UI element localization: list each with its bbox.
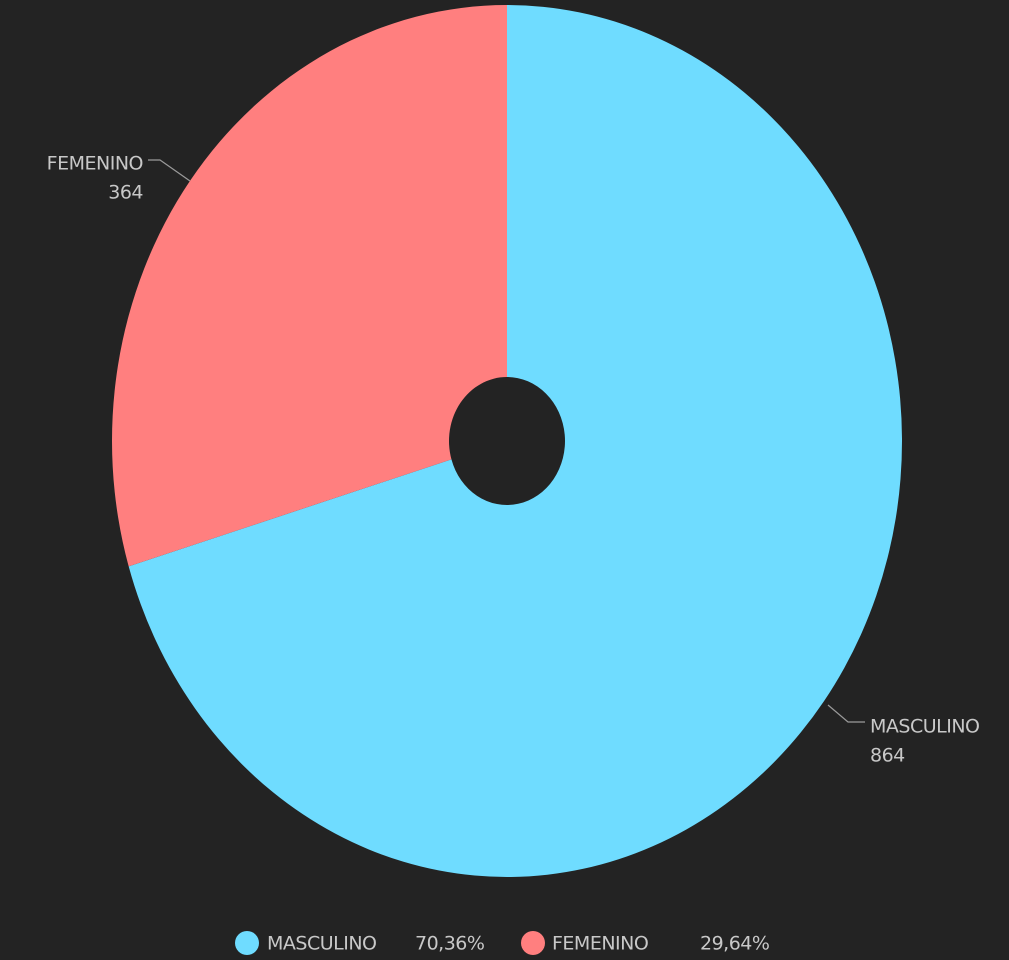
slice-value: 864 (870, 745, 905, 767)
leader-line (148, 159, 191, 182)
slice (128, 5, 902, 877)
legend-percentage: 70,36% (415, 933, 484, 955)
slice (112, 5, 507, 567)
slice-label: FEMENINO (47, 153, 143, 175)
slice-label: MASCULINO (870, 716, 979, 738)
slice-value: 364 (108, 182, 143, 204)
legend-marker (521, 931, 545, 955)
legend-label: FEMENINO (552, 933, 648, 955)
legend-percentage: 29,64% (700, 933, 769, 955)
legend-label: MASCULINO (267, 933, 376, 955)
leader-line (827, 704, 865, 723)
legend-marker (235, 931, 259, 955)
